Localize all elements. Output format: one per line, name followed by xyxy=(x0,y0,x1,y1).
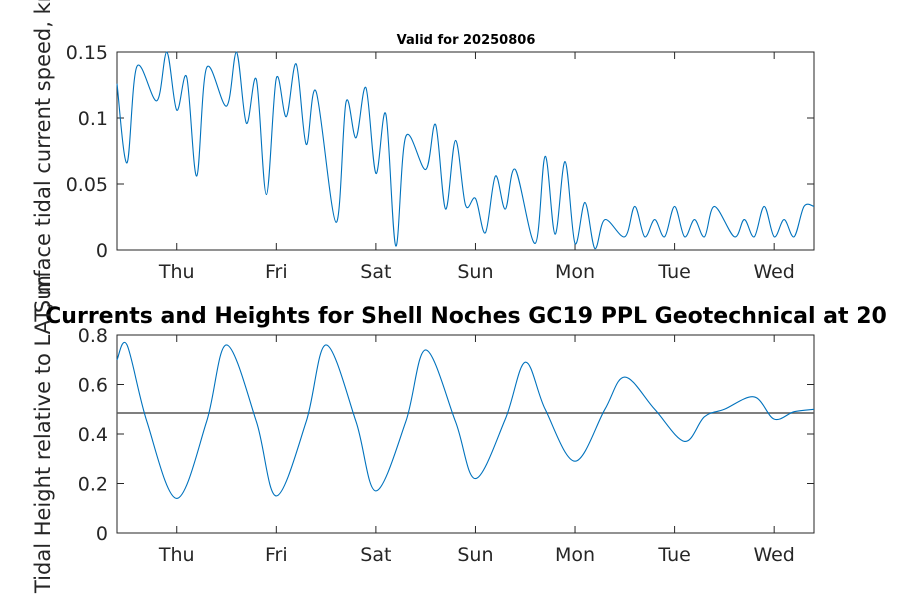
x-tick-label: Sun xyxy=(457,544,493,566)
current-speed-chart: Valid for 20250806 0 0.05 0.1 0.15 Thu Fri Sat… xyxy=(31,0,815,313)
y-tick-label: 0.4 xyxy=(78,424,108,446)
x-tick-label: Thu xyxy=(158,544,195,566)
series-marks xyxy=(116,342,815,499)
tidal-height-chart: Currents and Heights for Shell Noches GC… xyxy=(31,275,887,594)
chart-title: Currents and Heights for Shell Noches GC… xyxy=(45,304,887,329)
x-tick-label: Wed xyxy=(753,261,794,283)
y-tick-label: 0.2 xyxy=(78,474,108,496)
x-tick-label: Sun xyxy=(457,261,493,283)
y-tick-label: 0.6 xyxy=(78,375,108,397)
x-tick-label: Tue xyxy=(657,261,690,283)
chart-title: Valid for 20250806 xyxy=(397,33,536,48)
series-marks xyxy=(116,51,815,250)
ticks: 0 0.05 0.1 0.15 Thu Fri Sat Sun Mon Tue Wed xyxy=(66,42,814,283)
plot-area xyxy=(116,51,815,251)
ticks: 0 0.2 0.4 0.6 0.8 Thu Fri Sat Sun Mon Tue Wed xyxy=(78,325,814,566)
y-tick-label: 0 xyxy=(96,523,108,545)
y-tick-label: 0 xyxy=(96,240,108,262)
x-tick-label: Mon xyxy=(555,544,595,566)
x-tick-label: Sat xyxy=(360,544,391,566)
x-tick-label: Tue xyxy=(657,544,690,566)
series-line xyxy=(116,51,815,250)
series-line xyxy=(116,342,815,499)
x-tick-label: Wed xyxy=(753,544,794,566)
x-tick-label: Fri xyxy=(265,544,288,566)
y-tick-label: 0.1 xyxy=(78,108,108,130)
x-tick-label: Sat xyxy=(360,261,391,283)
plot-area xyxy=(116,334,815,534)
x-tick-label: Thu xyxy=(158,261,195,283)
x-tick-label: Fri xyxy=(265,261,288,283)
y-axis-label: Tidal Height relative to LAT, m xyxy=(31,275,55,594)
x-tick-label: Mon xyxy=(555,261,595,283)
y-tick-label: 0.05 xyxy=(66,174,108,196)
y-tick-label: 0.15 xyxy=(66,42,108,64)
y-axis-label: Surface tidal current speed, kn xyxy=(31,0,55,313)
y-tick-label: 0.8 xyxy=(78,325,108,347)
